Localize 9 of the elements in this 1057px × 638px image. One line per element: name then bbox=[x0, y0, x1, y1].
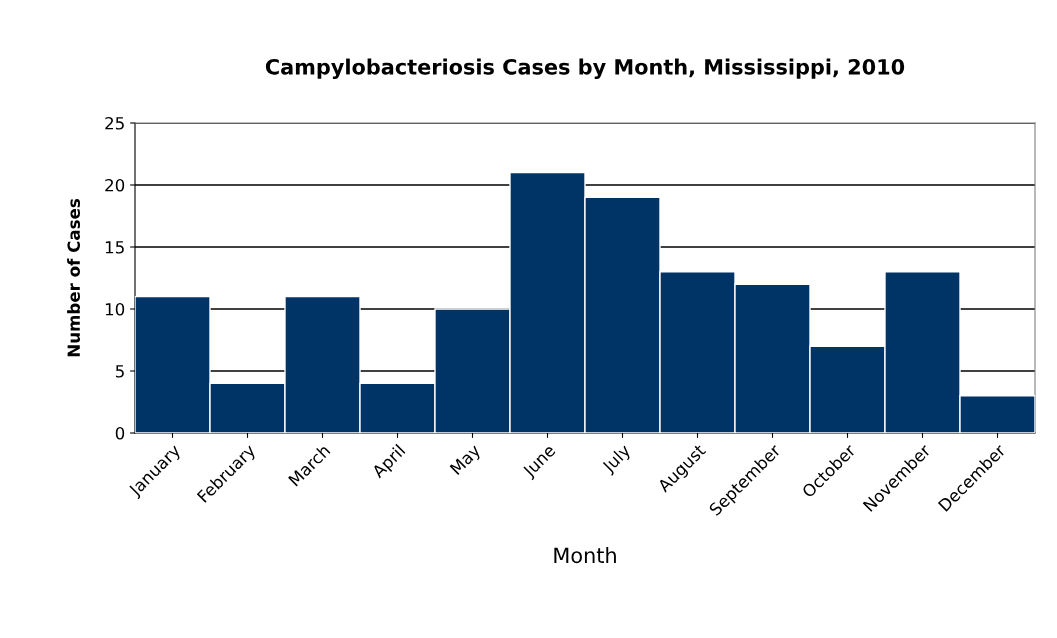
y-tick-label: 15 bbox=[105, 241, 124, 254]
y-tick-label: 25 bbox=[105, 116, 124, 130]
x-axis-title: Month bbox=[554, 547, 616, 564]
y-tick-label: 5 bbox=[115, 365, 124, 378]
y-tick-label: 20 bbox=[105, 178, 125, 192]
y-axis-title: Number of Cases bbox=[67, 199, 81, 357]
chart-title: Campylobacteriosis Cases by Month, Mississippi, 2010 bbox=[265, 58, 905, 79]
y-tick-label: 0 bbox=[115, 426, 125, 440]
y-tick-label: 10 bbox=[105, 302, 125, 316]
